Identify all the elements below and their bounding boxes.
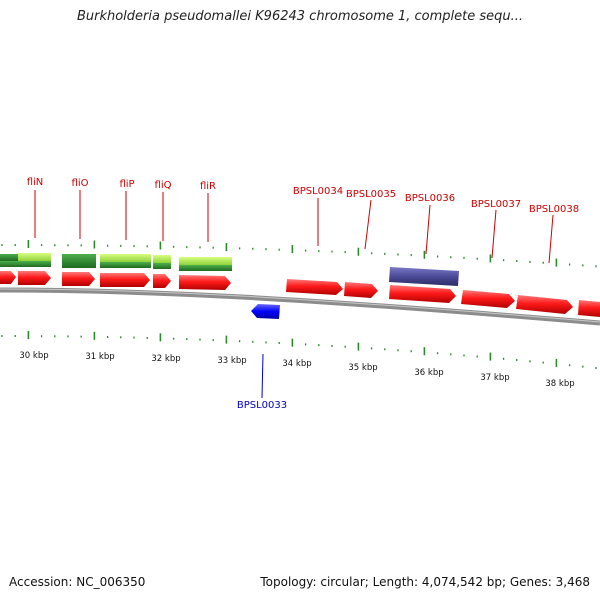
- kbp-label: 36 kbp: [414, 368, 443, 378]
- kbp-labels: 30 kbp 31 kbp 32 kbp 33 kbp 34 kbp 35 kb…: [19, 351, 574, 389]
- kbp-label: 32 kbp: [151, 354, 180, 364]
- gene-arrow: [153, 274, 171, 288]
- green-feature-bar: [179, 265, 232, 271]
- leader-line-BPSL0038: [548, 214, 554, 264]
- gene-arrow: [286, 279, 343, 295]
- gene-arrow: [100, 273, 150, 287]
- gene-arrow: [389, 285, 456, 303]
- gene-label-BPSL0036: BPSL0036: [405, 193, 455, 204]
- kbp-label: 38 kbp: [545, 379, 574, 389]
- gene-arrow: [62, 272, 95, 286]
- topology-label: Topology: circular; Length: 4,074,542 bp…: [260, 575, 590, 589]
- chromosome-backbone-highlight: [0, 288, 600, 323]
- chromosome-backbone: [0, 287, 600, 326]
- green-feature-bar: [18, 253, 51, 261]
- gene-arrow: [578, 300, 600, 317]
- gene-label-BPSL0037: BPSL0037: [471, 199, 521, 210]
- green-feature-bar: [18, 261, 51, 267]
- kbp-label: 33 kbp: [217, 356, 246, 366]
- green-feature-bar: [100, 254, 151, 262]
- leader-line-BPSL0033: [261, 353, 264, 399]
- leader-line-BPSL0037: [491, 209, 497, 259]
- gene-arrow: [461, 290, 515, 308]
- gene-arrow: [0, 271, 16, 284]
- reverse-gene-arrow: [251, 304, 280, 319]
- kbp-label: 37 kbp: [480, 373, 509, 383]
- green-feature-bar: [153, 263, 171, 269]
- green-feature-track: [0, 253, 232, 271]
- kbp-label: 30 kbp: [19, 351, 48, 361]
- inner-tick-ring: [1, 331, 597, 369]
- leader-line-BPSL0035: [364, 199, 372, 250]
- gene-label-fliR: fliR: [200, 181, 216, 192]
- gene-label-BPSL0034: BPSL0034: [293, 186, 343, 197]
- gene-label-BPSL0035: BPSL0035: [346, 189, 396, 200]
- green-feature-bar: [0, 254, 18, 261]
- kbp-label: 34 kbp: [282, 359, 311, 369]
- gene-labels: fliN fliO fliP fliQ fliR BPSL0034 BPSL00…: [27, 177, 579, 411]
- leader-line-BPSL0036: [425, 204, 431, 255]
- green-feature-bar: [62, 254, 96, 268]
- gene-label-fliO: fliO: [72, 178, 89, 189]
- gene-leader-lines: [34, 190, 554, 264]
- accession-label: Accession: NC_006350: [9, 575, 146, 589]
- green-feature-bar: [100, 262, 151, 268]
- gene-arrow: [179, 275, 231, 290]
- purple-feature-bar: [389, 267, 459, 286]
- forward-gene-track: [0, 271, 600, 317]
- green-feature-bar: [0, 261, 18, 267]
- gene-label-fliQ: fliQ: [155, 180, 172, 191]
- kbp-label: 31 kbp: [85, 352, 114, 362]
- gene-label-fliN: fliN: [27, 177, 44, 188]
- map-title: Burkholderia pseudomallei K96243 chromos…: [76, 9, 524, 24]
- green-feature-bar: [179, 257, 232, 265]
- outer-tick-ring: [1, 240, 597, 268]
- kbp-label: 35 kbp: [348, 363, 377, 373]
- green-feature-bar: [153, 255, 171, 263]
- gene-label-BPSL0038: BPSL0038: [529, 204, 579, 215]
- gene-label-fliP: fliP: [119, 179, 134, 190]
- gene-arrow: [344, 282, 378, 298]
- gene-arrow: [516, 295, 573, 314]
- gene-label-BPSL0033: BPSL0033: [237, 400, 287, 411]
- gene-arrow: [18, 271, 51, 285]
